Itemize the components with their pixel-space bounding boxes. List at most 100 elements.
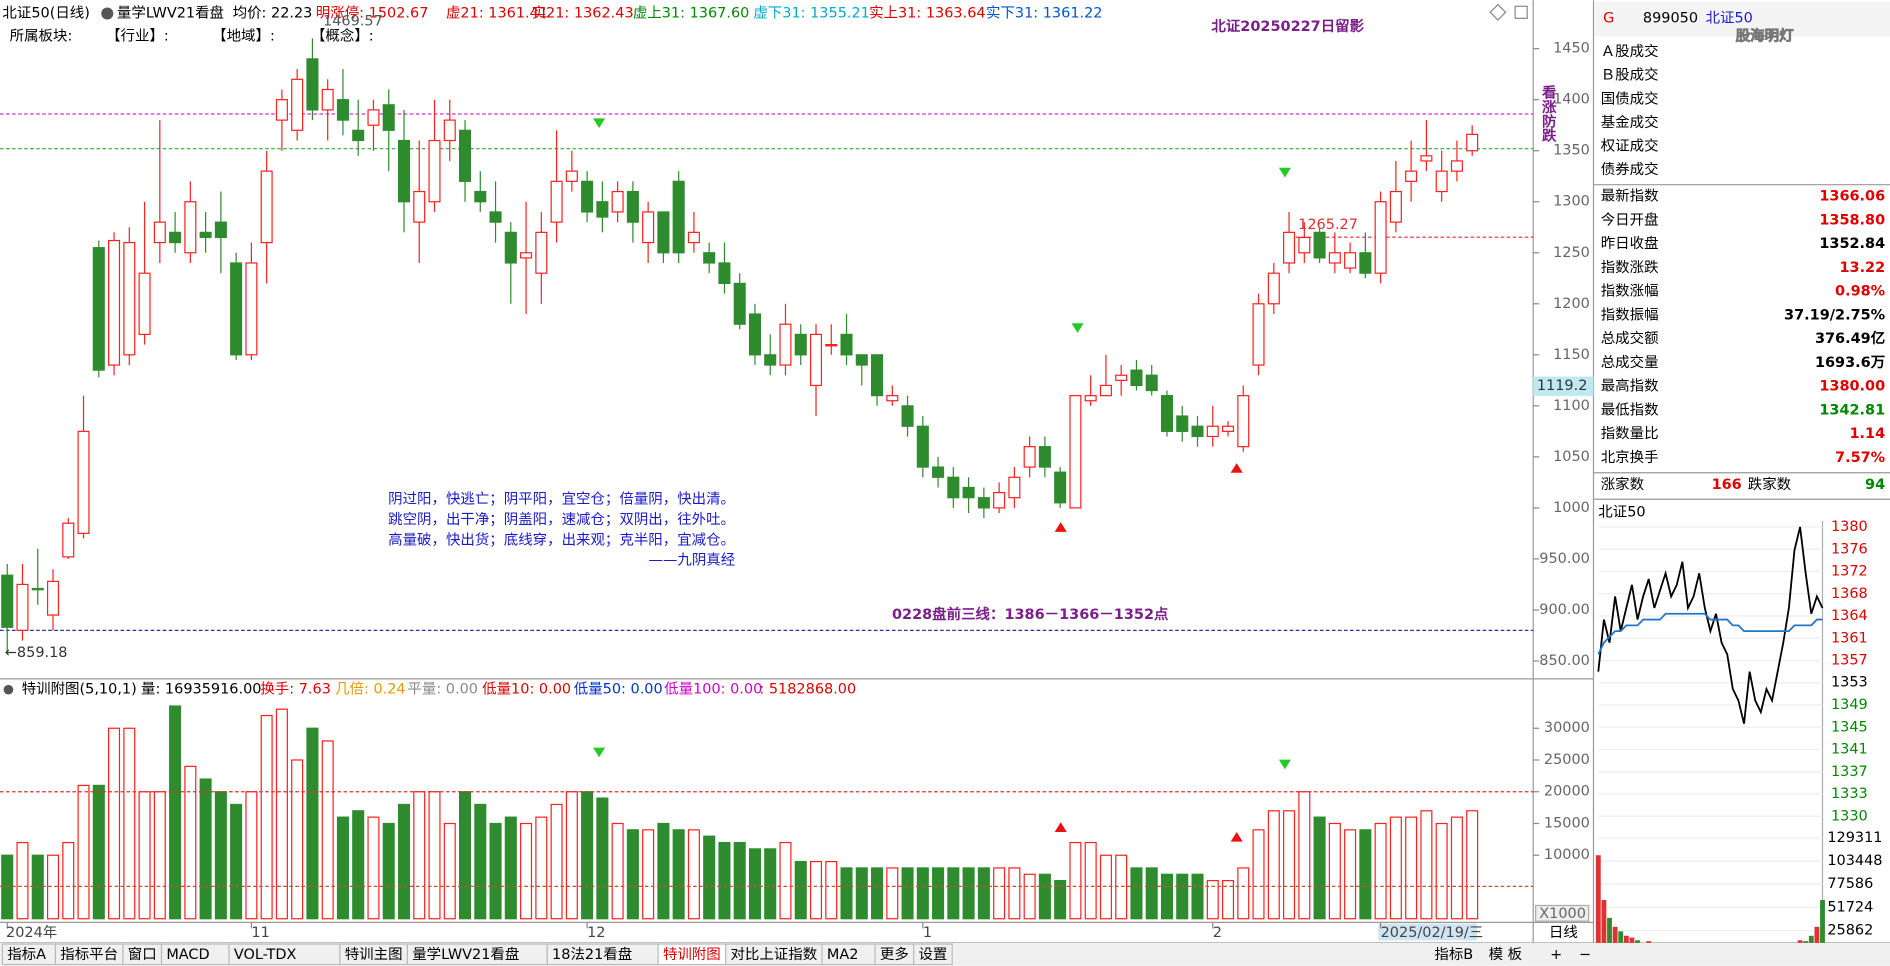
volume-bar bbox=[184, 765, 197, 920]
volume-bar bbox=[1221, 880, 1235, 920]
tab-label[interactable]: 指标A bbox=[7, 946, 46, 963]
tab-label[interactable]: − bbox=[1579, 947, 1591, 963]
high-mark: 1469.57 bbox=[323, 13, 383, 29]
tab-label[interactable]: 对比上证指数 bbox=[730, 946, 817, 963]
header-item: 实上31: 1363.64 bbox=[869, 5, 986, 22]
candle-body bbox=[748, 313, 761, 356]
intraday-volume bbox=[1601, 899, 1607, 943]
quote-label: 指数量比 bbox=[1601, 425, 1659, 442]
volume-bar bbox=[840, 867, 853, 920]
market-label: 权证成交 bbox=[1601, 137, 1659, 155]
candle-body bbox=[1023, 446, 1036, 468]
candle-body bbox=[1328, 252, 1341, 264]
candle-body bbox=[1191, 425, 1204, 438]
tab[interactable] bbox=[913, 943, 953, 966]
tab-label[interactable]: VOL-TDX bbox=[234, 947, 297, 963]
name: 北证50 bbox=[1706, 9, 1753, 26]
panel-stat: 低量100: 0.00 bbox=[664, 681, 762, 698]
panel-stat: 低量10: 0.00 bbox=[482, 681, 571, 698]
volume-bar bbox=[1038, 873, 1051, 920]
volume-bar bbox=[1023, 873, 1036, 920]
y-tick-label: 1372 bbox=[1831, 563, 1868, 579]
candle-body bbox=[565, 170, 578, 182]
volume-bar bbox=[62, 841, 75, 920]
tab-label[interactable]: + bbox=[1550, 947, 1562, 963]
quote-label: 总成交额 bbox=[1601, 329, 1659, 347]
y-tick-label: 1050 bbox=[1553, 449, 1590, 465]
tab-label[interactable]: 设置 bbox=[918, 946, 947, 963]
volume-bar bbox=[1206, 880, 1219, 920]
tab-label[interactable]: MA2 bbox=[827, 947, 859, 963]
y-tick-label: 1333 bbox=[1831, 786, 1868, 802]
buy-arrow bbox=[1054, 822, 1067, 832]
volume-bar bbox=[642, 829, 655, 920]
intraday-line bbox=[1597, 612, 1823, 655]
volume-bar bbox=[520, 822, 533, 920]
volume-bar bbox=[626, 829, 639, 920]
volume-bar bbox=[596, 797, 609, 920]
candle-body bbox=[153, 221, 166, 244]
sector-label: 【行业】: bbox=[106, 27, 169, 44]
y-tick-label: 1380 bbox=[1831, 519, 1868, 535]
volume-bar bbox=[214, 791, 227, 920]
quote-label: 总成交量 bbox=[1601, 353, 1659, 371]
tab-label[interactable]: 指标平台 bbox=[60, 946, 118, 963]
volume-bar bbox=[932, 867, 945, 920]
volume-bar bbox=[535, 816, 548, 920]
buy-arrow bbox=[1054, 522, 1067, 532]
candle-body bbox=[1130, 369, 1143, 387]
candle-body bbox=[46, 580, 60, 616]
y-tick-label: 20000 bbox=[1544, 784, 1590, 800]
tab-label[interactable]: 指标B bbox=[1434, 946, 1473, 963]
candle-body bbox=[855, 354, 868, 366]
volume-bar bbox=[1344, 829, 1357, 920]
tab-label[interactable]: 特训附图 bbox=[663, 946, 721, 963]
symbol: 北证50(日线) bbox=[2, 5, 89, 22]
candle-body bbox=[1450, 160, 1463, 172]
candle-body bbox=[871, 354, 884, 397]
tab-label[interactable]: 窗口 bbox=[128, 945, 157, 963]
tab-label[interactable]: MACD bbox=[166, 947, 209, 963]
candle-body bbox=[779, 323, 792, 366]
candle-body bbox=[1374, 201, 1387, 274]
volume-bar bbox=[748, 848, 761, 920]
volume-bar bbox=[1, 854, 14, 920]
icon bbox=[3, 684, 14, 695]
candle-body bbox=[611, 190, 624, 213]
volume-bar bbox=[31, 854, 44, 920]
tab-label[interactable]: 量学LWV21看盘 bbox=[412, 945, 519, 963]
volume-bar bbox=[1420, 810, 1433, 920]
candle-body bbox=[596, 201, 609, 218]
volume-bar bbox=[199, 778, 212, 920]
volume-bar bbox=[1191, 873, 1204, 920]
price-tag-label: 1119.2 bbox=[1537, 378, 1588, 394]
volume-bar bbox=[855, 867, 868, 920]
candle-body bbox=[1206, 425, 1219, 438]
candle-body bbox=[397, 139, 411, 203]
x-tick-label: 2 bbox=[1213, 925, 1222, 941]
y-tick-label: 1000 bbox=[1553, 500, 1590, 516]
candle-body bbox=[16, 583, 29, 631]
candle-body bbox=[62, 522, 75, 558]
tab-label[interactable]: 模 板 bbox=[1489, 945, 1523, 963]
volume-bar bbox=[1466, 810, 1479, 920]
candle-body bbox=[1145, 374, 1158, 392]
x-tick-label: 2024年 bbox=[6, 924, 57, 941]
volume-bar bbox=[886, 867, 899, 920]
sell-arrow bbox=[593, 118, 606, 129]
candle-body bbox=[733, 282, 746, 325]
candle-body bbox=[916, 425, 929, 468]
quote-value: 7.57% bbox=[1835, 450, 1886, 466]
tab-label[interactable]: 日线 bbox=[1549, 924, 1578, 941]
tab-label[interactable]: 更多 bbox=[880, 946, 909, 963]
intraday-volume bbox=[1618, 931, 1624, 943]
volume-bar bbox=[550, 803, 563, 920]
volume-bar bbox=[108, 727, 121, 920]
quote-label: 最高指数 bbox=[1601, 378, 1659, 395]
y-tick-label: 1361 bbox=[1831, 630, 1868, 646]
header-item: 实21: 1362.43 bbox=[532, 5, 634, 22]
candle-body bbox=[1176, 415, 1189, 432]
tab-label[interactable]: 18法21看盘 bbox=[552, 945, 632, 963]
tab-label[interactable]: 特训主图 bbox=[345, 946, 403, 963]
volume-bar bbox=[458, 791, 472, 920]
